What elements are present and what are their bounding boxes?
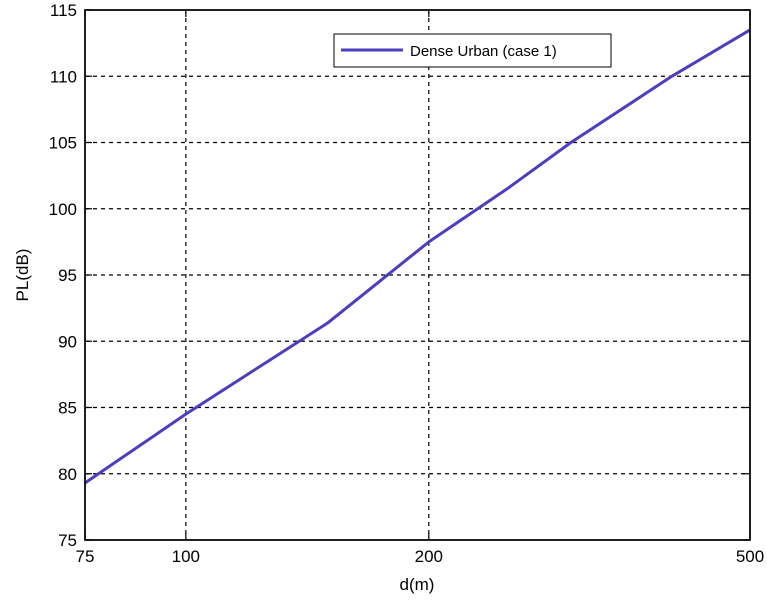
x-tick-label: 500: [736, 547, 764, 566]
x-tick-labels: 75 100 200 500: [76, 547, 765, 566]
grid-lines: [85, 10, 750, 540]
x-tick-label: 200: [415, 547, 443, 566]
y-tick-label: 110: [50, 67, 77, 86]
y-axis-label: PL(dB): [13, 249, 32, 302]
y-tick-label: 75: [58, 531, 77, 550]
series-line: [84, 28, 751, 485]
y-tick-labels: 75 80 85 90 95 100 105 110 115: [49, 1, 77, 550]
y-tick-label: 90: [58, 332, 77, 351]
x-tick-label: 75: [76, 547, 95, 566]
series-lines: [84, 28, 751, 485]
y-tick-label: 115: [50, 1, 77, 20]
y-tick-label: 100: [49, 200, 77, 219]
x-axis-label: d(m): [400, 575, 435, 594]
y-tick-label: 80: [58, 465, 77, 484]
y-tick-label: 85: [58, 399, 77, 418]
y-tick-label: 95: [58, 266, 77, 285]
legend-entry-label: Dense Urban (case 1): [410, 43, 557, 60]
x-tick-label: 100: [172, 547, 200, 566]
legend: Dense Urban (case 1): [333, 33, 612, 68]
y-tick-label: 105: [49, 134, 77, 153]
plot-frame: [84, 9, 751, 541]
